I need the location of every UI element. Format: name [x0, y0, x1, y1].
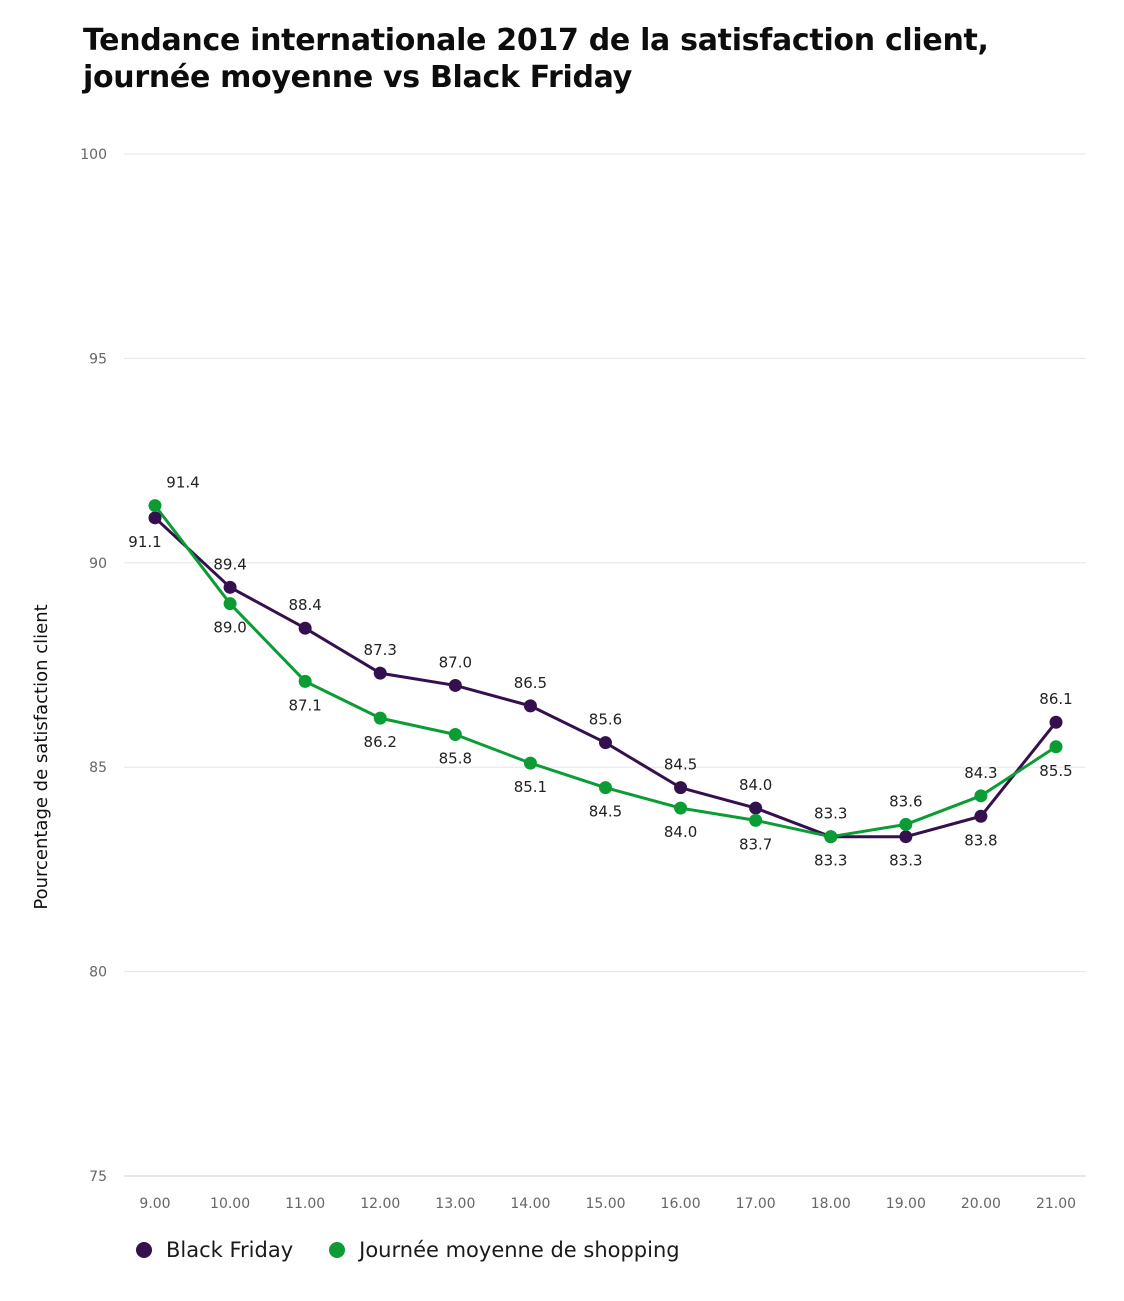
data-point-series0-9.00: [148, 511, 162, 525]
y-tick-label-85: 85: [89, 760, 107, 776]
data-label-series0-17.00: 84.0: [739, 776, 772, 794]
data-label-series0-20.00: 83.8: [964, 831, 997, 849]
data-point-series1-14.00: [523, 756, 537, 770]
data-point-series1-15.00: [599, 781, 612, 795]
data-point-series0-13.00: [448, 678, 462, 692]
data-label-series1-17.00: 83.7: [739, 835, 772, 853]
series-group: [148, 499, 1063, 844]
x-tick-label-9.00: 9.00: [139, 1196, 170, 1212]
x-tick-label-11.00: 11.00: [285, 1196, 325, 1212]
data-label-series1-16.00: 84.0: [664, 823, 697, 841]
legend-marker-journee-moyenne: [329, 1242, 346, 1258]
data-label-series1-18.00: 83.3: [814, 852, 847, 870]
data-point-series1-13.00: [448, 727, 462, 741]
data-point-series0-20.00: [974, 809, 988, 823]
data-label-series1-11.00: 87.1: [288, 696, 321, 714]
x-tick-label-21.00: 21.00: [1036, 1196, 1076, 1212]
legend-marker-black-friday: [136, 1242, 152, 1258]
data-label-series1-20.00: 84.3: [964, 764, 997, 782]
data-label-series0-18.00: 83.3: [814, 805, 847, 823]
y-tick-label-100: 100: [80, 147, 107, 163]
data-point-series1-21.00: [1049, 740, 1063, 754]
legend-label-black-friday: Black Friday: [166, 1238, 294, 1262]
chart-title: Tendance internationale 2017 de la satis…: [83, 22, 1083, 96]
data-point-series1-10.00: [223, 597, 237, 611]
y-axis-label: Pourcentage de satisfaction client: [31, 604, 52, 909]
y-tick-label-75: 75: [89, 1169, 107, 1185]
data-label-series0-15.00: 85.6: [589, 711, 622, 729]
data-label-series0-13.00: 87.0: [439, 653, 472, 671]
data-label-series0-19.00: 83.3: [889, 852, 922, 870]
data-label-series1-15.00: 84.5: [589, 803, 622, 821]
data-point-series1-20.00: [974, 789, 988, 803]
data-label-series1-19.00: 83.6: [889, 792, 922, 810]
x-tick-label-10.00: 10.00: [210, 1196, 250, 1212]
data-label-series0-12.00: 87.3: [364, 641, 397, 659]
data-point-series0-17.00: [749, 801, 763, 815]
data-label-series0-9.00: 91.1: [128, 533, 161, 551]
data-label-series0-21.00: 86.1: [1039, 690, 1072, 708]
data-point-series0-19.00: [899, 830, 913, 844]
data-point-series0-11.00: [298, 621, 312, 635]
gridlines: [124, 153, 1086, 1177]
chart-title-line-2: journée moyenne vs Black Friday: [83, 60, 632, 95]
x-tick-label-13.00: 13.00: [435, 1196, 475, 1212]
x-tick-label-19.00: 19.00: [886, 1196, 926, 1212]
legend-item-journee-moyenne[interactable]: Journée moyenne de shopping: [329, 1238, 680, 1262]
data-point-series1-17.00: [749, 813, 763, 827]
data-label-series0-16.00: 84.5: [664, 756, 697, 774]
data-label-series0-10.00: 89.4: [213, 555, 246, 573]
data-point-series1-18.00: [824, 830, 838, 844]
data-labels: 91.1 89.4 88.4 87.3 87.0 86.5 85.6 84.5 84.0 83.3…: [128, 474, 1072, 870]
data-point-series0-16.00: [674, 781, 688, 795]
x-tick-label-16.00: 16.00: [661, 1196, 701, 1212]
data-label-series0-14.00: 86.5: [514, 674, 547, 692]
data-label-series1-9.00: 91.4: [166, 474, 199, 492]
y-tick-label-80: 80: [89, 965, 107, 981]
data-point-series1-19.00: [899, 817, 913, 831]
legend-label-journee-moyenne: Journée moyenne de shopping: [359, 1238, 680, 1262]
data-point-series1-9.00: [148, 499, 162, 513]
data-label-series1-13.00: 85.8: [439, 749, 472, 767]
y-tick-label-95: 95: [89, 351, 107, 367]
legend-item-black-friday[interactable]: Black Friday: [136, 1238, 293, 1262]
x-tick-label-12.00: 12.00: [360, 1196, 400, 1212]
data-point-series0-15.00: [599, 736, 612, 750]
x-tick-label-17.00: 17.00: [736, 1196, 776, 1212]
x-tick-label-15.00: 15.00: [585, 1196, 625, 1212]
data-point-series1-12.00: [373, 711, 387, 725]
data-point-series0-12.00: [373, 666, 387, 680]
x-tick-label-18.00: 18.00: [811, 1196, 851, 1212]
x-axis-ticks: 9.00 10.00 11.00 12.00 13.00 14.00 15.00 16.00 1…: [139, 1196, 1076, 1212]
y-tick-label-90: 90: [89, 556, 107, 572]
data-label-series0-11.00: 88.4: [288, 596, 321, 614]
legend: Black Friday Journée moyenne de shopping: [136, 1238, 716, 1262]
data-point-series1-16.00: [674, 801, 688, 815]
data-point-series0-14.00: [523, 699, 537, 713]
data-label-series1-12.00: 86.2: [364, 733, 397, 751]
y-axis-ticks: 75 80 85 90 95 100: [80, 147, 107, 1185]
chart-title-line-1: Tendance internationale 2017 de la satis…: [83, 23, 989, 58]
data-point-series0-10.00: [223, 580, 237, 594]
data-label-series1-21.00: 85.5: [1039, 762, 1072, 780]
line-chart: 75 80 85 90 95 100 9.00 10.00 11.00 12.00 13.00 14…: [31, 147, 1086, 1212]
x-tick-label-14.00: 14.00: [510, 1196, 550, 1212]
data-label-series1-14.00: 85.1: [514, 778, 547, 796]
data-point-series1-11.00: [298, 674, 312, 688]
x-tick-label-20.00: 20.00: [961, 1196, 1001, 1212]
data-label-series1-10.00: 89.0: [213, 619, 246, 637]
data-point-series0-21.00: [1049, 715, 1063, 729]
